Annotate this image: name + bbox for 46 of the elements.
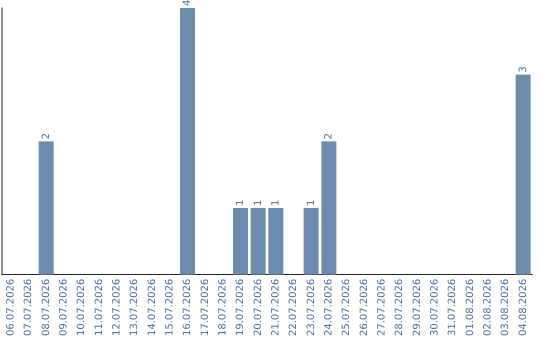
x-tick-label: 20.07.2026 (252, 278, 264, 336)
x-tick-label: 03.08.2026 (500, 278, 512, 336)
data-label: 4 (182, 0, 194, 6)
x-tick-label: 15.07.2026 (164, 278, 176, 336)
x-tick-label: 25.07.2026 (341, 278, 352, 336)
x-tick-label: 02.08.2026 (482, 278, 494, 336)
x-tick-label: 09.07.2026 (58, 278, 70, 336)
x-tick-label: 18.07.2026 (217, 278, 228, 336)
bar (232, 208, 248, 275)
x-tick-label: 22.07.2026 (288, 278, 300, 336)
x-tick-label: 16.07.2026 (182, 278, 194, 336)
bar (38, 141, 54, 275)
data-label: 2 (40, 132, 52, 140)
x-tick-label: 06.07.2026 (5, 278, 16, 336)
x-tick-label: 08.07.2026 (40, 278, 52, 336)
x-tick-label: 26.07.2026 (358, 278, 370, 336)
x-tick-label: 19.07.2026 (235, 278, 246, 336)
x-tick-label: 04.08.2026 (518, 278, 529, 336)
x-tick-label: 31.07.2026 (447, 278, 458, 336)
x-tick-label: 17.07.2026 (200, 278, 211, 336)
x-tick-label: 10.07.2026 (76, 278, 88, 336)
bar (321, 141, 336, 275)
x-tick-label: 14.07.2026 (146, 278, 158, 336)
x-tick-label: 12.07.2026 (111, 278, 122, 336)
x-tick-label: 07.07.2026 (23, 278, 34, 336)
data-label: 3 (518, 66, 529, 73)
x-tick-label: 01.08.2026 (464, 278, 476, 336)
bar (516, 74, 531, 275)
x-tick-label: 30.07.2026 (429, 278, 440, 336)
bar (268, 208, 284, 275)
x-tick-label: 27.07.2026 (376, 278, 388, 336)
bar (180, 8, 196, 275)
x-tick-label: 11.07.2026 (94, 278, 105, 336)
data-label: 2 (323, 132, 334, 140)
x-tick-label: 24.07.2026 (323, 278, 334, 336)
bar (250, 208, 266, 275)
x-tick-label: 13.07.2026 (129, 278, 140, 336)
x-tick-label: 23.07.2026 (306, 278, 317, 336)
data-label: 1 (235, 200, 246, 206)
x-tick-label: 29.07.2026 (412, 278, 423, 336)
x-tick-label: 28.07.2026 (394, 278, 406, 336)
data-label: 1 (252, 200, 264, 206)
data-label: 1 (306, 200, 317, 206)
x-tick-label: 21.07.2026 (270, 278, 282, 336)
data-label: 1 (270, 200, 282, 206)
bar (304, 208, 319, 275)
